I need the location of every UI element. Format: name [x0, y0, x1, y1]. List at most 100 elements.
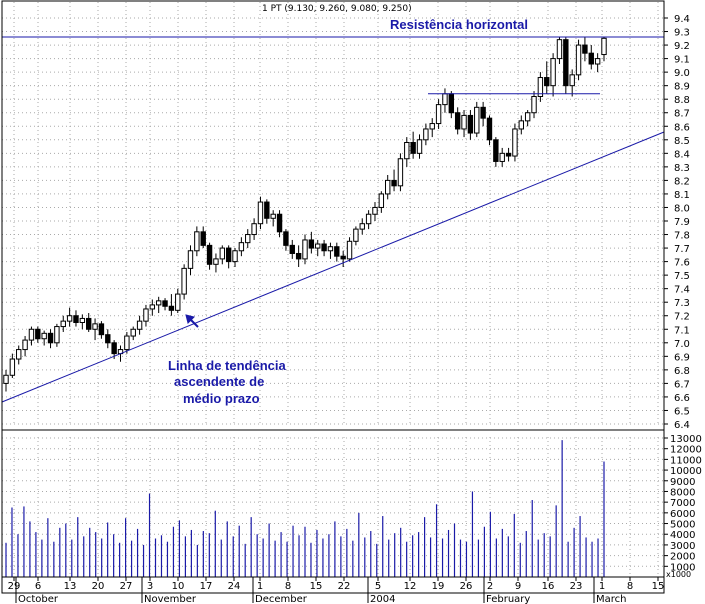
candle	[86, 313, 92, 332]
candle	[416, 134, 423, 159]
candle-body-down	[410, 142, 416, 154]
price-tick-label: 8.7	[674, 109, 690, 120]
candle	[524, 110, 531, 127]
candle	[531, 91, 537, 119]
candle-body-up	[79, 317, 86, 324]
x-tick-label: 2	[487, 581, 493, 592]
candle	[499, 147, 505, 167]
candle	[442, 88, 448, 113]
x-tick-label: 1	[257, 581, 263, 592]
candle-body-up	[315, 243, 321, 249]
candle-body-down	[47, 332, 54, 344]
candle-body-down	[582, 44, 588, 54]
x-tick-label: 5	[375, 581, 381, 592]
volume-tick-label: 11000	[670, 455, 702, 466]
candle-body-up	[372, 206, 378, 215]
candle	[54, 323, 60, 347]
candle-body-up	[16, 349, 22, 360]
candle	[556, 36, 563, 65]
annotation-resistance: Resistência horizontal	[390, 17, 528, 32]
candle	[448, 91, 455, 119]
price-tick-label: 8.3	[674, 163, 690, 174]
candle-body-up	[397, 158, 404, 187]
x-tick-label: 26	[460, 581, 473, 592]
candle-body-up	[346, 240, 353, 260]
candle-body-down	[289, 244, 295, 254]
candle-body-up	[130, 328, 136, 337]
candle-body-up	[594, 58, 601, 65]
candle	[601, 36, 607, 62]
trend-line	[1, 131, 665, 403]
candle-body-up	[245, 234, 251, 244]
volume-tick-label: 4000	[670, 530, 695, 541]
candle	[486, 115, 493, 146]
candle	[461, 110, 467, 138]
price-tick-label: 8.6	[674, 122, 690, 133]
candle-body-down	[391, 179, 397, 187]
price-tick-label: 6.8	[674, 366, 690, 377]
candle-body-up	[537, 77, 544, 97]
candle-body-up	[512, 128, 518, 157]
candle	[505, 147, 512, 162]
candle	[295, 245, 302, 268]
candle	[28, 326, 35, 346]
candle-body-up	[404, 142, 410, 160]
candle-body-up	[575, 44, 582, 76]
candle	[327, 242, 334, 259]
candle-body-down	[264, 201, 270, 219]
x-tick-label: 6	[35, 581, 41, 592]
candle-body-up	[327, 246, 334, 252]
volume-tick-label: 3000	[670, 541, 695, 552]
price-tick-label: 7.3	[674, 298, 690, 309]
candle	[35, 326, 41, 343]
month-label: November	[144, 594, 197, 604]
candle	[3, 369, 9, 392]
candle	[315, 239, 321, 257]
candle	[563, 36, 569, 94]
candle-body-up	[41, 332, 47, 340]
candle-body-down	[544, 77, 550, 87]
x-tick-label: 8	[285, 581, 291, 592]
candle	[79, 314, 86, 330]
candle	[575, 39, 582, 81]
candle	[181, 264, 187, 300]
candle	[60, 315, 66, 332]
candle	[372, 202, 378, 221]
candle-body-down	[111, 342, 117, 355]
candle-body-up	[556, 39, 563, 60]
x-tick-label: 17	[200, 581, 213, 592]
candle	[238, 237, 245, 257]
candle-body-down	[454, 112, 461, 130]
arrow-head	[185, 314, 195, 324]
candle	[480, 101, 486, 127]
price-tick-label: 7.6	[674, 258, 690, 269]
candle-body-up	[143, 308, 149, 322]
candle	[397, 153, 404, 192]
candle	[124, 331, 130, 354]
candle-body-up	[238, 242, 245, 252]
candle-body-up	[54, 326, 60, 344]
candle-body-down	[588, 52, 594, 65]
candle-body-down	[448, 93, 455, 114]
candle-body-down	[98, 323, 105, 336]
candle-body-up	[270, 213, 276, 219]
candle-body-down	[35, 328, 41, 340]
candle	[66, 307, 73, 327]
candle	[474, 101, 480, 138]
candle	[225, 245, 232, 269]
candle	[518, 115, 524, 135]
candle	[537, 72, 544, 102]
candle	[582, 36, 588, 62]
candle-body-up	[9, 358, 16, 376]
x-tick-label: 3	[147, 581, 153, 592]
x-tick-label: 24	[228, 581, 241, 592]
candle	[257, 196, 264, 230]
candle	[569, 69, 575, 97]
price-tick-label: 9.2	[674, 41, 690, 52]
candle	[544, 61, 550, 94]
x-tick-label: 12	[404, 581, 417, 592]
candle-body-down	[225, 247, 232, 263]
candle	[130, 326, 136, 341]
x-tick-label: 16	[542, 581, 555, 592]
price-tick-label: 7.9	[674, 217, 690, 228]
